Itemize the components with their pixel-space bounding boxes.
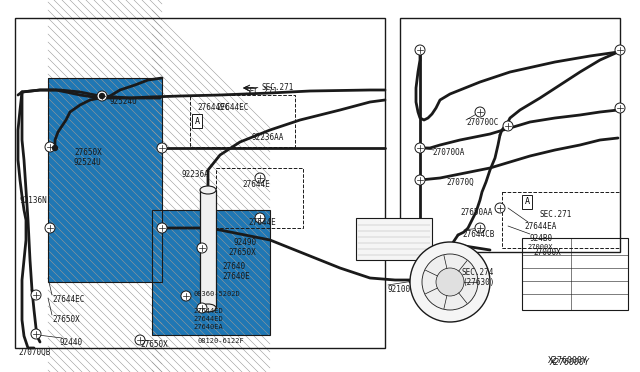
Text: 27650X: 27650X xyxy=(140,340,168,349)
Circle shape xyxy=(436,268,464,296)
Text: A: A xyxy=(525,198,529,206)
Text: 27644EA: 27644EA xyxy=(524,222,556,231)
Circle shape xyxy=(181,291,191,301)
Text: X276000Y: X276000Y xyxy=(550,358,590,367)
Circle shape xyxy=(52,145,58,151)
Text: 27644ED: 27644ED xyxy=(193,308,223,314)
Text: 27644EC: 27644EC xyxy=(52,295,84,304)
Circle shape xyxy=(45,142,55,152)
Text: SEC.271: SEC.271 xyxy=(540,210,572,219)
Circle shape xyxy=(415,175,425,185)
Circle shape xyxy=(255,173,265,183)
Text: 27640E: 27640E xyxy=(222,272,250,281)
Bar xyxy=(200,190,216,308)
Text: 27650X: 27650X xyxy=(74,148,102,157)
Bar xyxy=(15,18,385,348)
Text: 27650AA: 27650AA xyxy=(460,208,492,217)
Text: 27644E: 27644E xyxy=(248,218,276,227)
Text: 27644EC: 27644EC xyxy=(216,103,248,112)
Ellipse shape xyxy=(200,186,216,194)
Text: 27070QB: 27070QB xyxy=(18,348,51,357)
Text: 27070OA: 27070OA xyxy=(432,148,465,157)
Bar xyxy=(216,168,303,228)
Circle shape xyxy=(255,213,265,223)
Circle shape xyxy=(157,223,167,233)
Text: X276000Y: X276000Y xyxy=(548,356,588,365)
Circle shape xyxy=(197,243,207,253)
Text: 92100: 92100 xyxy=(388,285,411,294)
Text: 08120-6122F: 08120-6122F xyxy=(197,338,244,344)
Circle shape xyxy=(31,329,41,339)
Circle shape xyxy=(410,242,490,322)
Bar xyxy=(190,95,295,147)
Circle shape xyxy=(495,203,505,213)
Text: 27644E: 27644E xyxy=(242,180,269,189)
Text: 27070Q: 27070Q xyxy=(446,178,474,187)
Text: SEC.274: SEC.274 xyxy=(462,268,494,277)
Circle shape xyxy=(157,143,167,153)
Text: 92236AA: 92236AA xyxy=(252,133,284,142)
Circle shape xyxy=(422,254,478,310)
Bar xyxy=(152,210,270,335)
Circle shape xyxy=(97,91,107,101)
Text: 27644EC: 27644EC xyxy=(197,103,229,112)
Circle shape xyxy=(135,335,145,345)
Text: A: A xyxy=(195,116,200,125)
Text: 92524U: 92524U xyxy=(74,158,102,167)
Text: 27650X: 27650X xyxy=(52,315,80,324)
Text: 27000X: 27000X xyxy=(533,248,561,257)
Text: 92136N: 92136N xyxy=(20,196,48,205)
Text: 27640: 27640 xyxy=(222,262,245,271)
Circle shape xyxy=(503,121,513,131)
Text: (27630): (27630) xyxy=(462,278,494,287)
Ellipse shape xyxy=(200,304,216,312)
Text: 27640EA: 27640EA xyxy=(193,324,223,330)
Circle shape xyxy=(31,290,41,300)
Bar xyxy=(502,192,620,248)
Circle shape xyxy=(197,303,207,313)
Bar xyxy=(48,78,162,282)
Text: 924B0: 924B0 xyxy=(530,234,553,243)
Text: 08360-5202D: 08360-5202D xyxy=(193,291,240,297)
Text: 27644CB: 27644CB xyxy=(462,230,494,239)
Text: 92440: 92440 xyxy=(60,338,83,347)
Circle shape xyxy=(99,93,104,99)
Circle shape xyxy=(615,103,625,113)
Text: 92236A: 92236A xyxy=(182,170,210,179)
Text: 92490: 92490 xyxy=(234,238,257,247)
Bar xyxy=(152,210,270,335)
Circle shape xyxy=(475,107,485,117)
Circle shape xyxy=(615,45,625,55)
Text: 27000X: 27000X xyxy=(527,244,552,250)
Bar xyxy=(356,218,432,260)
Circle shape xyxy=(415,45,425,55)
Text: SEC.271: SEC.271 xyxy=(246,87,278,96)
Text: 27644ED: 27644ED xyxy=(193,316,223,322)
Circle shape xyxy=(45,223,55,233)
Text: SEC.271: SEC.271 xyxy=(244,83,294,93)
Text: 27650X: 27650X xyxy=(228,248,256,257)
Text: 92524U: 92524U xyxy=(109,97,137,106)
Bar xyxy=(400,18,620,252)
Text: 27070OC: 27070OC xyxy=(466,118,499,127)
Bar xyxy=(522,238,628,310)
Circle shape xyxy=(475,223,485,233)
Bar xyxy=(48,78,162,282)
Circle shape xyxy=(415,143,425,153)
